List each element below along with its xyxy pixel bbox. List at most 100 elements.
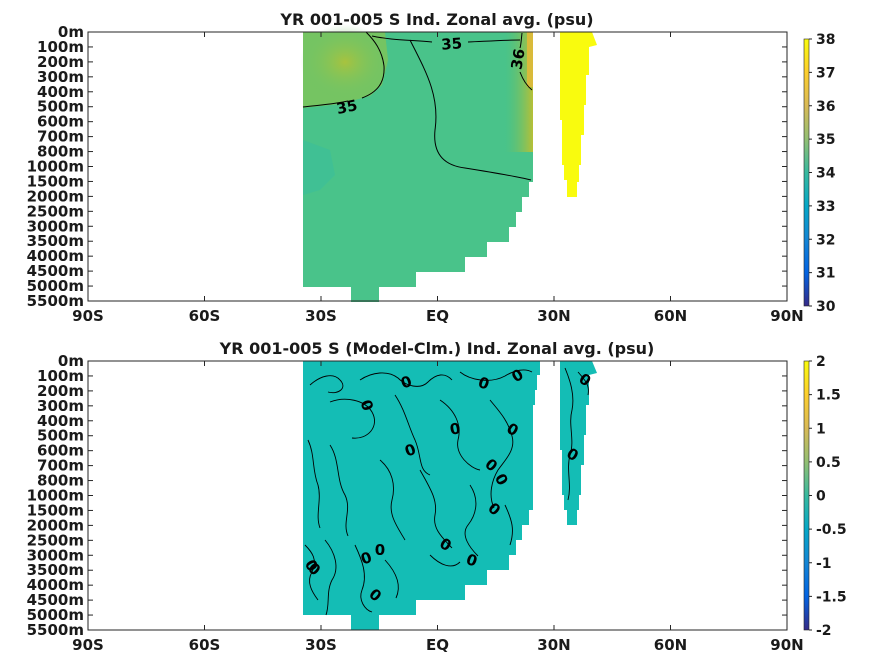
y-tick-label: 5500m (27, 292, 84, 310)
colorbar-ticks: 2 1.5 1 0.5 0 -0.5 -1 -1.5 -2 (809, 354, 847, 639)
contour-line (394, 394, 431, 476)
colorbar-tick-label: -1.5 (816, 589, 847, 605)
y-tick-label: 5500m (27, 621, 84, 639)
y-tick-label: 4000m (27, 576, 84, 594)
anomaly-fill (303, 361, 540, 630)
x-tick-label: 90N (770, 307, 803, 325)
colorbar-tick-label: 0 (816, 489, 826, 505)
x-tick-label: 30S (305, 636, 337, 654)
y-tick-label: 500m (37, 98, 84, 116)
salinity-highsal-basin (560, 32, 597, 197)
x-tick-label: 30S (305, 307, 337, 325)
colorbar-tick-label: 30 (816, 299, 836, 315)
salinity-fresh-patch (303, 140, 335, 195)
contour-label: 36 (507, 47, 528, 71)
y-tick-label: 3000m (27, 546, 84, 564)
y-tick-label: 700m (37, 128, 84, 146)
contour-line (489, 399, 514, 509)
colorbar-tick-label: 38 (816, 32, 835, 48)
colorbar-tick-label: -1 (816, 556, 832, 572)
x-tick-label: 90S (72, 636, 104, 654)
x-tick-label: 90N (770, 636, 803, 654)
contour-line (354, 544, 373, 613)
x-tick-label: EQ (426, 307, 449, 325)
y-tick-label: 800m (37, 472, 84, 490)
y-tick-label: 200m (37, 382, 84, 400)
contour-line (519, 32, 523, 49)
y-tick-label: 4500m (27, 591, 84, 609)
anomaly-field (303, 361, 597, 630)
colorbar-tick-label: 37 (816, 65, 835, 81)
y-tick-label: 800m (37, 143, 84, 161)
contour-line (304, 544, 319, 601)
y-tick-label: 600m (37, 442, 84, 460)
y-tick-label: 300m (37, 397, 84, 415)
salinity-field (300, 24, 597, 302)
y-tick-label: 1500m (27, 172, 84, 190)
y-tick-label: 1500m (27, 501, 84, 519)
contour-line (371, 35, 433, 43)
colorbar-tick-label: 1 (816, 421, 826, 437)
y-tick-label: 2000m (27, 516, 84, 534)
x-axis: 90S 60S 30S EQ 30N 60N 90N (72, 361, 804, 654)
y-tick-label: 3500m (27, 561, 84, 579)
x-axis: 90S 60S 30S EQ 30N 60N 90N (72, 32, 804, 325)
x-tick-label: 30N (537, 307, 570, 325)
colorbar-tick-label: 0.5 (816, 455, 841, 471)
x-tick-label: 60S (189, 636, 221, 654)
colorbar-tick-label: 32 (816, 232, 835, 248)
x-tick-label: 60N (654, 636, 687, 654)
colorbar-ticks: 38 37 36 35 34 33 32 31 30 (809, 32, 836, 315)
contour-labels: 35 36 35 (335, 34, 529, 118)
salinity-max-core (300, 24, 390, 100)
contour-line (409, 39, 532, 181)
y-tick-label: 300m (37, 68, 84, 86)
salinity-fill (303, 32, 533, 302)
colorbar-tick-label: 35 (816, 132, 835, 148)
y-tick-label: 2500m (27, 202, 84, 220)
colorbar-tick-label: 1.5 (816, 388, 841, 404)
colorbar: 38 37 36 35 34 33 32 31 30 (803, 32, 836, 315)
contour-label: 0 (375, 541, 385, 559)
contour-line (379, 459, 406, 541)
contour-line (564, 367, 574, 501)
salinity-contours (302, 31, 533, 181)
contour-line (324, 539, 337, 616)
x-tick-label: 60S (189, 307, 221, 325)
y-axis: 0m100m200m300m400m500m600m700m800m1000m1… (27, 23, 787, 310)
contour-line (577, 371, 589, 396)
y-tick-label: 100m (37, 38, 84, 56)
colorbar-tick-label: 33 (816, 199, 835, 215)
x-tick-label: EQ (426, 636, 449, 654)
colorbar-tick-label: -0.5 (816, 522, 847, 538)
contour-label: 35 (441, 34, 463, 53)
colorbar-tick-label: 36 (816, 99, 835, 115)
y-tick-label: 4000m (27, 247, 84, 265)
y-tick-label: 2000m (27, 187, 84, 205)
colorbar: 2 1.5 1 0.5 0 -0.5 -1 -1.5 -2 (803, 354, 847, 639)
y-tick-label: 1000m (27, 487, 84, 505)
contour-label: 35 (335, 96, 359, 118)
y-tick-label: 4500m (27, 262, 84, 280)
contour-line (429, 554, 461, 567)
y-tick-label: 0m (58, 23, 84, 41)
panel-salinity-anomaly: YR 001-005 S (Model-Clm.) Ind. Zonal avg… (27, 339, 847, 654)
panel-salinity: YR 001-005 S Ind. Zonal avg. (psu) 35 36… (27, 10, 836, 325)
contour-line (309, 375, 344, 394)
contour-line (359, 372, 453, 387)
contour-label: 0 (448, 419, 461, 439)
colorbar-tick-label: 2 (816, 354, 826, 370)
contour-line (519, 71, 533, 91)
contour-line (302, 100, 349, 108)
y-tick-label: 5000m (27, 277, 84, 295)
y-tick-label: 1000m (27, 158, 84, 176)
contour-line (361, 31, 385, 99)
salinity-high-strip (527, 32, 533, 87)
y-tick-label: 700m (37, 457, 84, 475)
contour-line (467, 39, 521, 43)
contour-line (419, 469, 453, 549)
y-tick-label: 400m (37, 83, 84, 101)
contour-line (329, 398, 375, 439)
colorbar-gradient (803, 360, 810, 631)
chart-title: YR 001-005 S Ind. Zonal avg. (psu) (279, 10, 593, 29)
